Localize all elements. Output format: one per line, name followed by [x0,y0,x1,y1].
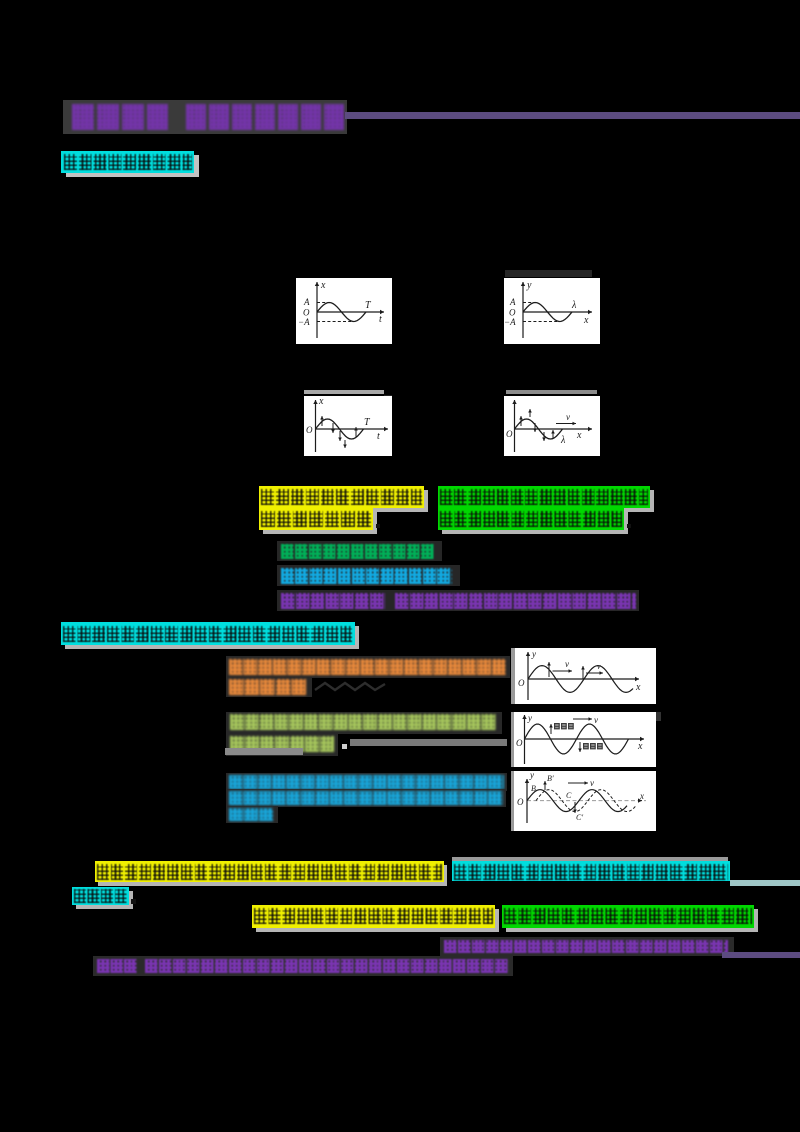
svg-text:x: x [318,396,324,407]
svg-text:A: A [303,297,310,307]
svg-text:v: v [597,662,601,671]
svg-text:O: O [518,678,525,688]
svg-text:B: B [531,784,536,793]
svg-text:y: y [527,713,532,723]
svg-text:v: v [590,778,594,788]
svg-text:O: O [517,797,524,807]
svg-text:−A: −A [504,317,516,327]
svg-text:v: v [566,412,570,422]
svg-text:O: O [303,308,310,318]
svg-text:λ: λ [560,435,566,446]
svg-text:t: t [377,431,380,442]
svg-text:λ: λ [571,300,577,311]
svg-text:C: C [566,791,572,800]
svg-text:C′: C′ [576,813,583,822]
svg-text:T: T [364,417,371,428]
svg-text:x: x [635,682,641,693]
svg-text:y: y [529,771,534,780]
svg-text:B′: B′ [547,774,554,783]
svg-text:x: x [320,280,326,291]
svg-text:O: O [506,429,513,439]
svg-text:t: t [379,314,382,325]
svg-text:y: y [526,280,532,291]
svg-text:O: O [516,738,523,748]
svg-text:A: A [509,297,516,307]
svg-text:y: y [531,649,536,659]
svg-text:x: x [637,741,643,752]
svg-text:x: x [576,430,582,441]
svg-text:−A: −A [298,317,310,327]
svg-text:T: T [365,300,372,311]
svg-text:v: v [565,659,569,669]
svg-text:x: x [583,315,589,326]
svg-text:O: O [509,308,516,318]
svg-text:O: O [306,425,313,435]
svg-text:x: x [639,791,644,801]
svg-text:v: v [594,715,598,725]
